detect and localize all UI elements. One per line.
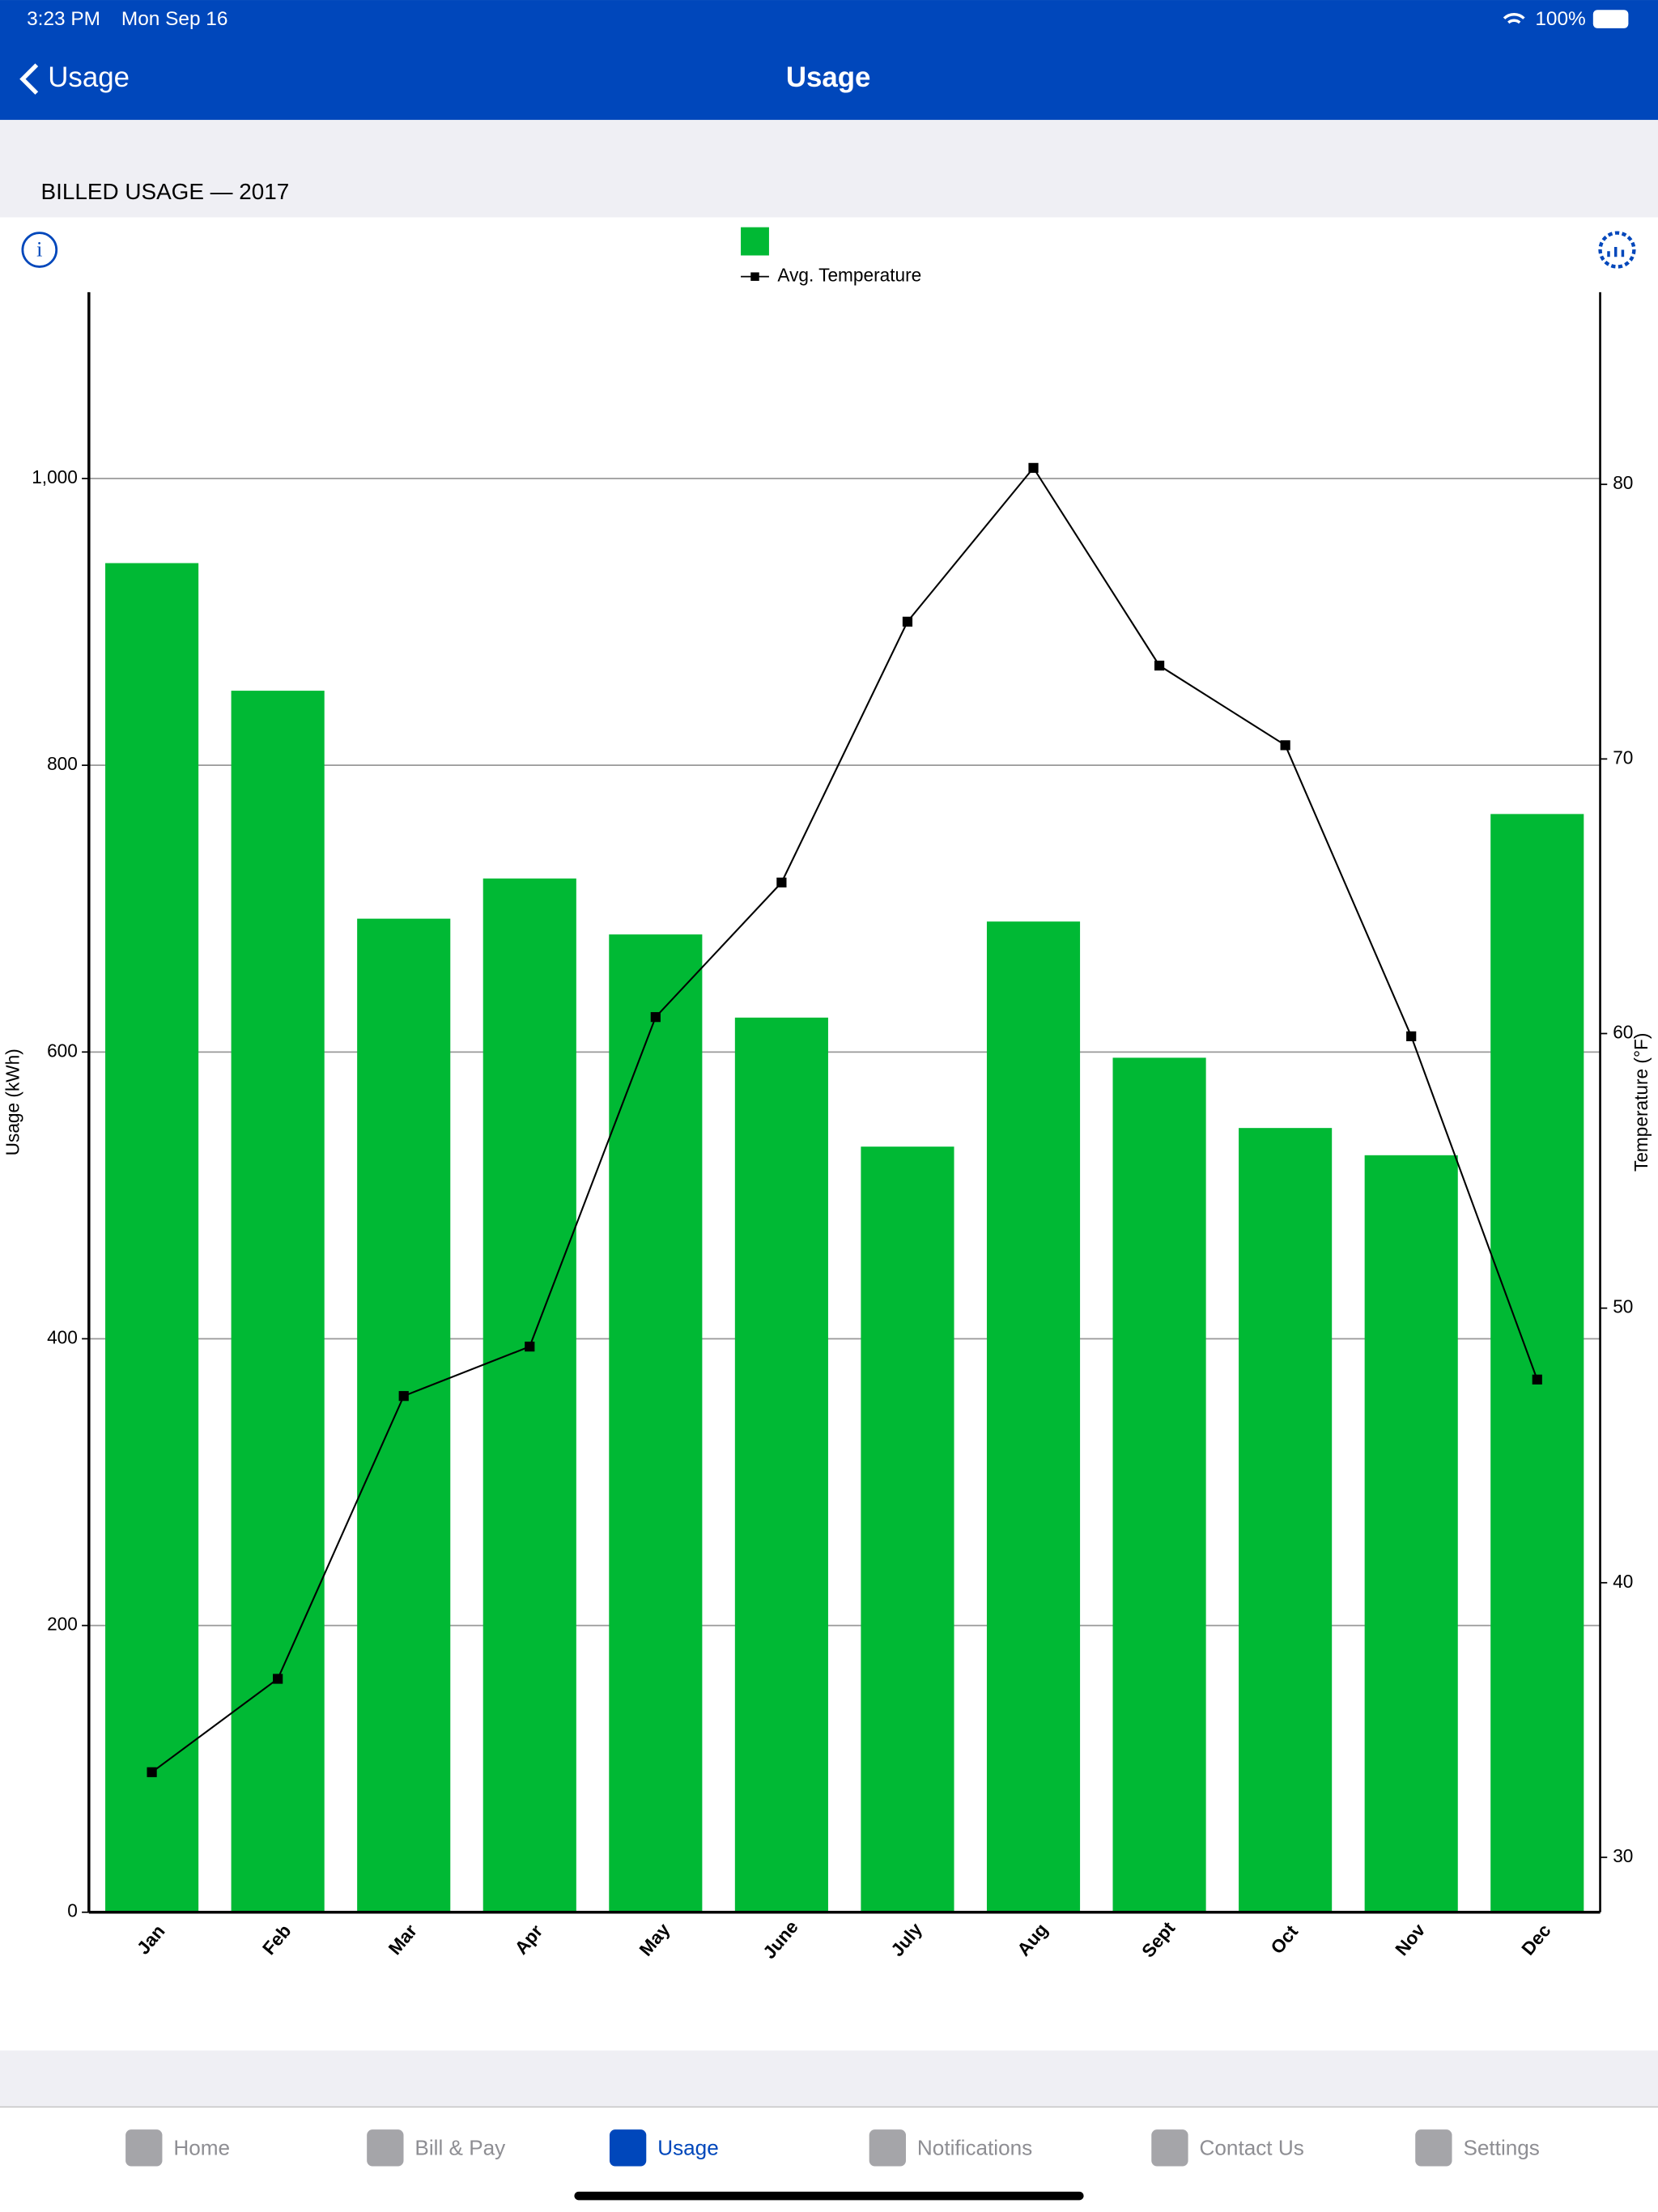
- y-tick-label: 0: [67, 1900, 78, 1921]
- y2-tick-label: 80: [1613, 472, 1633, 493]
- tab-label[interactable]: Bill & Pay: [414, 2135, 506, 2159]
- chart-settings-button[interactable]: [1598, 231, 1636, 269]
- line-marker: [398, 1391, 409, 1402]
- nav-title: Usage: [786, 62, 871, 93]
- bar: [609, 934, 703, 1912]
- status-date: Mon Sep 16: [121, 8, 228, 30]
- y-tick-label: 1,000: [32, 466, 78, 487]
- x-tick-label: Apr: [510, 1921, 546, 1959]
- bar: [231, 691, 325, 1912]
- tab-label[interactable]: Contact Us: [1200, 2135, 1304, 2159]
- x-tick-label: Feb: [258, 1921, 295, 1959]
- bar: [734, 1017, 828, 1912]
- tab-icon[interactable]: [609, 2129, 647, 2167]
- x-tick-label: May: [635, 1919, 674, 1960]
- tab-icon[interactable]: [125, 2129, 163, 2167]
- line-marker: [1154, 660, 1165, 671]
- status-time: 3:23 PM: [27, 8, 100, 30]
- line-marker: [1280, 740, 1290, 751]
- tab-bar: Home Bill & Pay Usage Notifications Contact …: [125, 2129, 1540, 2167]
- legend-label: Avg. Temperature: [777, 265, 921, 286]
- info-icon: i: [36, 237, 42, 261]
- x-tick-label: Sept: [1137, 1917, 1180, 1962]
- home-indicator: [574, 2191, 1084, 2201]
- line-marker: [1028, 462, 1039, 473]
- y2-tick-label: 40: [1613, 1571, 1633, 1592]
- tab-label[interactable]: Notifications: [917, 2135, 1032, 2159]
- line-marker: [650, 1012, 661, 1023]
- tab-icon[interactable]: [869, 2129, 906, 2167]
- y-tick-label: 600: [47, 1040, 78, 1061]
- bar: [861, 1146, 954, 1912]
- info-button[interactable]: [21, 232, 58, 268]
- line-marker: [273, 1674, 283, 1684]
- wifi-icon: [1503, 12, 1525, 24]
- tab-label[interactable]: Usage: [657, 2135, 719, 2159]
- chart-settings-icon: [1607, 247, 1625, 257]
- y2-tick-label: 30: [1613, 1845, 1633, 1866]
- bar: [357, 918, 451, 1912]
- tab-icon[interactable]: [367, 2129, 404, 2167]
- bar: [986, 921, 1081, 1912]
- battery-icon: [1592, 10, 1629, 28]
- x-tick-label: Nov: [1391, 1919, 1430, 1959]
- tab-icon[interactable]: [1415, 2129, 1452, 2167]
- status-battery: 100%: [1535, 8, 1585, 30]
- y-tick-label: 800: [47, 753, 78, 774]
- section-bg: [0, 120, 1658, 218]
- legend-swatch: [741, 227, 769, 256]
- nav-bar: [0, 0, 1658, 121]
- tab-label[interactable]: Home: [173, 2135, 230, 2159]
- section-title: BILLED USAGE — 2017: [41, 179, 290, 204]
- tab-label[interactable]: Settings: [1463, 2135, 1539, 2159]
- x-tick-label: Dec: [1517, 1920, 1555, 1959]
- line: [151, 466, 1538, 1773]
- line-marker: [776, 877, 787, 888]
- tab-icon[interactable]: [1151, 2129, 1188, 2167]
- y2-tick-label: 60: [1613, 1021, 1633, 1042]
- x-tick-label: June: [759, 1916, 802, 1963]
- line-marker: [525, 1342, 535, 1352]
- x-tick-label: Oct: [1266, 1921, 1302, 1958]
- x-tick-label: Aug: [1013, 1919, 1052, 1959]
- bar: [483, 878, 576, 1912]
- bar: [1112, 1057, 1206, 1912]
- y2-tick-label: 50: [1613, 1296, 1633, 1317]
- line-marker: [1406, 1031, 1417, 1042]
- line-marker: [147, 1767, 157, 1777]
- y-tick-label: 200: [47, 1614, 78, 1635]
- back-arrow[interactable]: [19, 63, 39, 95]
- y2-axis-title: Temperature (°F): [1630, 1033, 1652, 1172]
- footer-bg: [0, 2050, 1658, 2108]
- line-marker: [1532, 1374, 1542, 1385]
- back-button[interactable]: Usage: [48, 62, 130, 93]
- chart: 0 200 400 600 800 1,000 30 40 50 60 70 80 Usage (kWh…: [2, 227, 1652, 1963]
- bar: [1364, 1155, 1458, 1912]
- bar: [105, 563, 199, 1912]
- bar: [1490, 814, 1584, 1912]
- y2-tick-label: 70: [1613, 747, 1633, 768]
- y-axis-title: Usage (kWh): [2, 1049, 23, 1155]
- x-tick-label: Jan: [133, 1921, 169, 1959]
- y-tick-label: 400: [47, 1326, 78, 1347]
- line-marker: [902, 616, 913, 627]
- legend-marker: [750, 272, 759, 281]
- x-tick-label: Mar: [384, 1920, 421, 1959]
- x-tick-label: July: [886, 1918, 926, 1960]
- bar: [1239, 1128, 1333, 1912]
